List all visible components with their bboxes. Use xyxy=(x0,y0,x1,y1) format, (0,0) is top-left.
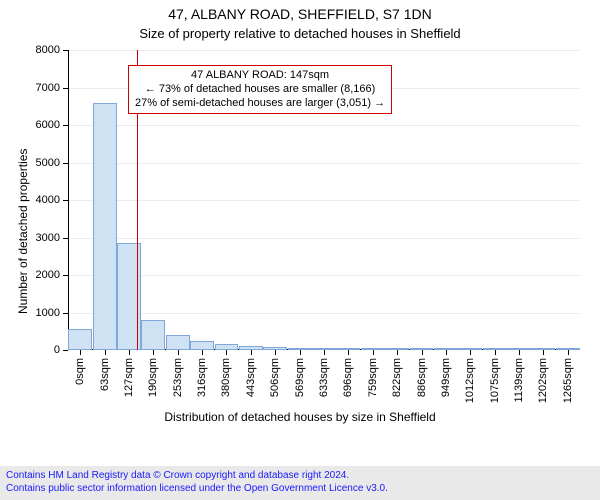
gridline xyxy=(68,163,580,164)
xtick-label: 886sqm xyxy=(416,358,428,397)
xtick-mark xyxy=(446,350,447,355)
histogram-bar xyxy=(93,103,117,351)
callout-box: 47 ALBANY ROAD: 147sqm← 73% of detached … xyxy=(128,65,392,114)
title-line-2: Size of property relative to detached ho… xyxy=(0,26,600,41)
xtick-mark xyxy=(226,350,227,355)
ytick-label: 1000 xyxy=(0,307,60,319)
xtick-label: 63sqm xyxy=(99,358,111,391)
xtick-mark xyxy=(275,350,276,355)
xtick-label: 443sqm xyxy=(245,358,257,397)
xtick-mark xyxy=(568,350,569,355)
xtick-mark xyxy=(105,350,106,355)
xtick-mark xyxy=(373,350,374,355)
callout-line-2: ← 73% of detached houses are smaller (8,… xyxy=(135,83,385,97)
xtick-label: 1075sqm xyxy=(489,358,501,403)
xtick-label: 1265sqm xyxy=(562,358,574,403)
xtick-mark xyxy=(80,350,81,355)
ytick-label: 3000 xyxy=(0,232,60,244)
xtick-label: 1139sqm xyxy=(513,358,525,402)
ytick-label: 6000 xyxy=(0,119,60,131)
ytick-label: 5000 xyxy=(0,157,60,169)
ytick-label: 0 xyxy=(0,344,60,356)
ytick-label: 2000 xyxy=(0,269,60,281)
gridline xyxy=(68,125,580,126)
callout-line-3: 27% of semi-detached houses are larger (… xyxy=(135,97,385,111)
xtick-label: 190sqm xyxy=(147,358,159,397)
xtick-mark xyxy=(251,350,252,355)
xtick-label: 569sqm xyxy=(294,358,306,397)
histogram-bar xyxy=(166,335,190,350)
xtick-mark xyxy=(495,350,496,355)
xtick-label: 316sqm xyxy=(196,358,208,397)
gridline xyxy=(68,50,580,51)
xtick-mark xyxy=(397,350,398,355)
ytick-label: 8000 xyxy=(0,44,60,56)
gridline xyxy=(68,238,580,239)
xtick-mark xyxy=(202,350,203,355)
gridline xyxy=(68,200,580,201)
histogram-chart: 47 ALBANY ROAD: 147sqm← 73% of detached … xyxy=(68,50,580,350)
histogram-bar xyxy=(68,329,92,350)
xtick-label: 506sqm xyxy=(269,358,281,397)
xtick-label: 0sqm xyxy=(74,358,86,385)
gridline xyxy=(68,313,580,314)
callout-line-1: 47 ALBANY ROAD: 147sqm xyxy=(135,69,385,83)
xtick-mark xyxy=(324,350,325,355)
attribution-footer: Contains HM Land Registry data © Crown c… xyxy=(0,466,600,500)
footer-line-2: Contains public sector information licen… xyxy=(6,483,594,496)
xtick-label: 696sqm xyxy=(342,358,354,397)
footer-line-1: Contains HM Land Registry data © Crown c… xyxy=(6,470,594,483)
xtick-label: 253sqm xyxy=(172,358,184,397)
xtick-label: 949sqm xyxy=(440,358,452,397)
xtick-label: 759sqm xyxy=(367,358,379,397)
gridline xyxy=(68,275,580,276)
xtick-label: 1202sqm xyxy=(537,358,549,403)
xtick-mark xyxy=(348,350,349,355)
xtick-mark xyxy=(543,350,544,355)
xtick-label: 380sqm xyxy=(220,358,232,397)
ytick-label: 7000 xyxy=(0,82,60,94)
xtick-label: 127sqm xyxy=(123,358,135,397)
xtick-label: 822sqm xyxy=(391,358,403,397)
xtick-mark xyxy=(300,350,301,355)
xtick-label: 1012sqm xyxy=(464,358,476,403)
title-line-1: 47, ALBANY ROAD, SHEFFIELD, S7 1DN xyxy=(0,6,600,22)
figure-root: 47, ALBANY ROAD, SHEFFIELD, S7 1DN Size … xyxy=(0,0,600,500)
histogram-bar xyxy=(141,320,165,350)
xtick-mark xyxy=(153,350,154,355)
ytick-mark xyxy=(63,350,68,351)
xtick-mark xyxy=(470,350,471,355)
xtick-label: 633sqm xyxy=(318,358,330,397)
ytick-label: 4000 xyxy=(0,194,60,206)
xtick-mark xyxy=(519,350,520,355)
y-axis-line xyxy=(68,50,69,350)
xtick-mark xyxy=(422,350,423,355)
xtick-mark xyxy=(178,350,179,355)
x-axis-label: Distribution of detached houses by size … xyxy=(0,410,600,424)
histogram-bar xyxy=(190,341,214,350)
xtick-mark xyxy=(129,350,130,355)
